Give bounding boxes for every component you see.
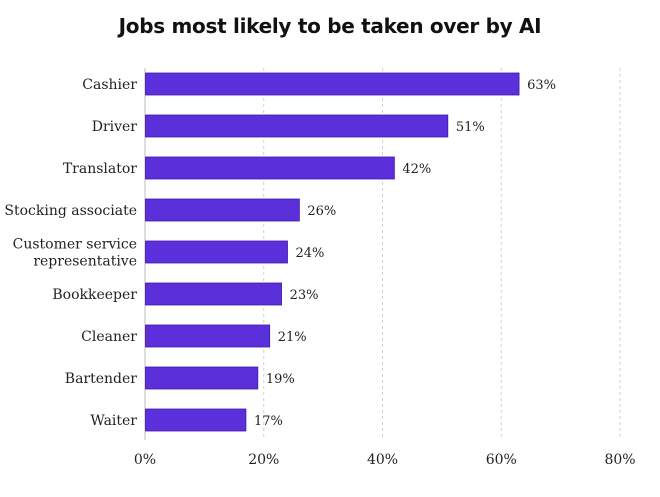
category-label: Customer service representative bbox=[13, 237, 137, 270]
category-label-line: Translator bbox=[63, 161, 137, 177]
category-label-line: representative bbox=[33, 254, 137, 270]
bar bbox=[145, 408, 247, 432]
data-label: 21% bbox=[278, 330, 307, 345]
x-tick-label: 20% bbox=[248, 452, 279, 468]
data-label: 17% bbox=[254, 414, 283, 429]
category-label: Bartender bbox=[65, 371, 138, 387]
category-label-line: Cleaner bbox=[81, 329, 137, 345]
bar bbox=[145, 156, 395, 180]
bar bbox=[145, 72, 520, 96]
data-label: 63% bbox=[527, 78, 556, 93]
bar bbox=[145, 366, 259, 390]
data-label: 24% bbox=[296, 246, 325, 261]
category-label-line: Customer service bbox=[13, 237, 137, 253]
data-label: 26% bbox=[307, 204, 336, 219]
x-tick-label: 80% bbox=[604, 452, 635, 468]
data-label: 19% bbox=[266, 372, 295, 387]
chart-title: Jobs most likely to be taken over by AI bbox=[118, 14, 542, 38]
category-label: Driver bbox=[92, 119, 138, 135]
data-label: 23% bbox=[290, 288, 319, 303]
category-label: Bookkeeper bbox=[52, 287, 137, 303]
data-label: 51% bbox=[456, 120, 485, 135]
category-label-line: Bartender bbox=[65, 371, 138, 387]
category-label-line: Bookkeeper bbox=[52, 287, 137, 303]
bar bbox=[145, 114, 449, 138]
x-tick-label: 0% bbox=[134, 452, 156, 468]
category-label: Stocking associate bbox=[4, 203, 137, 219]
bar bbox=[145, 240, 288, 264]
x-tick-label: 60% bbox=[486, 452, 517, 468]
category-label-line: Driver bbox=[92, 119, 138, 135]
category-label-line: Stocking associate bbox=[4, 203, 137, 219]
category-label: Cleaner bbox=[81, 329, 137, 345]
data-label: 42% bbox=[402, 162, 431, 177]
bar bbox=[145, 198, 300, 222]
category-label: Cashier bbox=[82, 77, 137, 93]
category-label: Waiter bbox=[90, 413, 137, 429]
bar bbox=[145, 282, 282, 306]
category-label-line: Waiter bbox=[90, 413, 137, 429]
category-label: Translator bbox=[63, 161, 137, 177]
x-tick-label: 40% bbox=[367, 452, 398, 468]
bar bbox=[145, 324, 271, 348]
category-label-line: Cashier bbox=[82, 77, 137, 93]
